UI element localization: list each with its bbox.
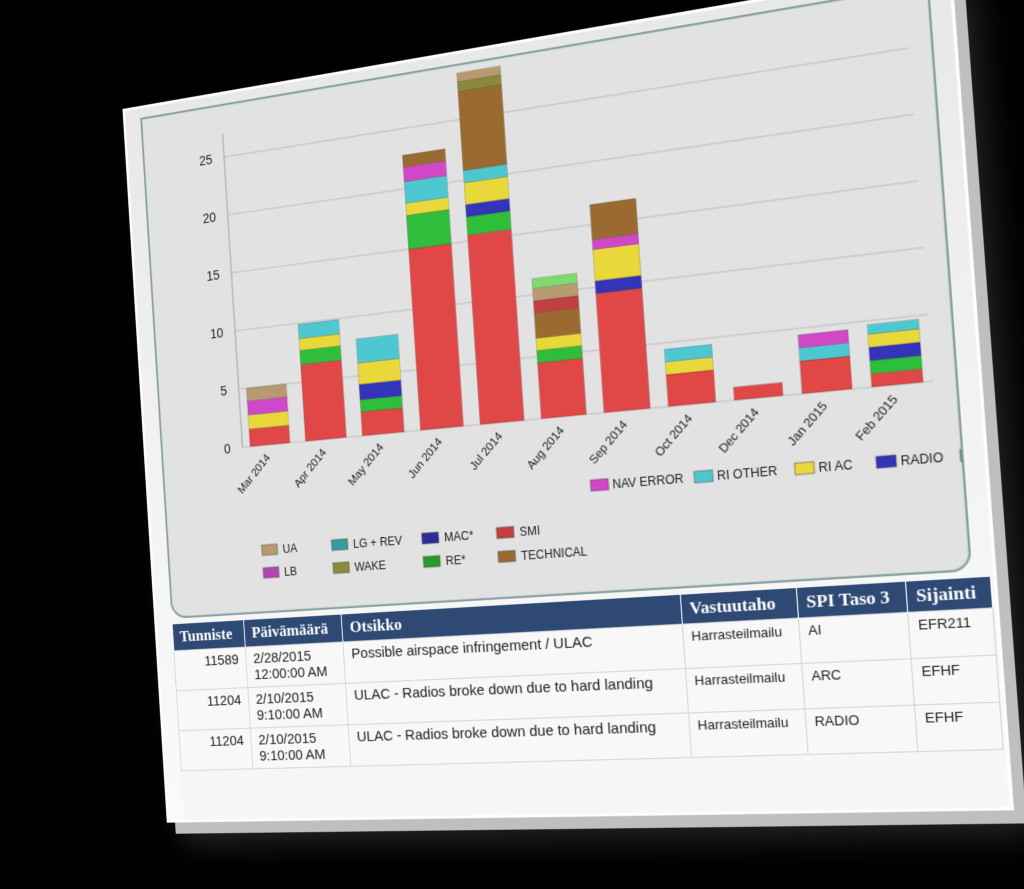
x-tick-label: Aug 2014: [525, 424, 568, 472]
date-value: 2/10/2015: [258, 730, 317, 748]
cell-location: EFR211: [908, 608, 996, 659]
time-value: 9:10:00 AM: [259, 746, 326, 764]
y-tick-label: 5: [220, 384, 228, 399]
bar-segment: [458, 84, 507, 170]
x-tick-label: Jul 2014: [468, 429, 506, 472]
chart-card: 0 5 10 15 20 25 Mar 2014 Apr 2014 May 2014 Jun 20…: [140, 0, 972, 619]
bar-segment: [361, 408, 404, 436]
y-tick-label: 15: [206, 268, 220, 284]
legend-label: MAC*: [444, 529, 475, 544]
cell-id: 11204: [176, 688, 250, 731]
legend-swatch: [876, 455, 897, 468]
bar-segment: [800, 356, 852, 394]
y-axis-line: [223, 134, 243, 447]
bar-segment: [301, 360, 347, 441]
y-tick-label: 20: [202, 210, 216, 226]
cell-location: EFHF: [911, 655, 1000, 705]
legend-label: NAV ERROR: [612, 472, 684, 491]
x-tick-label: May 2014: [346, 441, 386, 489]
bar-segment: [596, 288, 650, 413]
bar-segment: [356, 334, 399, 363]
legend-label: UA: [282, 542, 297, 556]
x-tick-label: Oct 2014: [653, 412, 696, 460]
legend-label: RI AC: [818, 458, 854, 475]
x-tick-label: Jun 2014: [406, 435, 445, 481]
y-tick-label: 0: [224, 442, 232, 457]
col-header-tunniste[interactable]: Tunniste: [172, 620, 245, 651]
cell-date: 2/10/2015 9:10:00 AM: [248, 683, 349, 728]
bar-segment: [538, 358, 587, 419]
bar-segment: [590, 198, 638, 239]
legend-swatch: [422, 532, 439, 544]
legend-label: WAKE: [354, 559, 386, 574]
stacked-bar-chart: 0 5 10 15 20 25 Mar 2014 Apr 2014 May 2014 Jun 20…: [142, 0, 970, 617]
legend-swatch: [694, 470, 713, 483]
time-value: 9:10:00 AM: [256, 705, 323, 724]
bar-segment: [406, 209, 451, 249]
gridline: [231, 181, 918, 273]
cell-date: 2/28/2015 12:00:00 AM: [245, 642, 346, 688]
legend-swatch: [960, 448, 970, 462]
legend-label: TECHNICAL: [521, 545, 588, 563]
cell-location: EFHF: [914, 702, 1003, 751]
bar-segment: [409, 243, 464, 430]
x-tick-label: Jan 2015: [785, 399, 831, 449]
bar-segment: [666, 370, 716, 407]
cell-spi: AI: [798, 612, 911, 663]
legend-swatch: [423, 556, 440, 568]
legend-label: LG + REV: [353, 535, 403, 551]
cell-spi: ARC: [801, 659, 914, 709]
x-tick-label: Mar 2014: [236, 451, 273, 496]
legend-swatch: [496, 526, 514, 538]
legend-label: RI OTHER: [717, 465, 778, 484]
cell-id: 11204: [179, 728, 253, 771]
cell-id: 11589: [174, 647, 248, 691]
x-tick-label: Apr 2014: [292, 446, 329, 490]
gridline: [224, 48, 909, 157]
dashboard-panel: 0 5 10 15 20 25 Mar 2014 Apr 2014 May 2014 Jun 20…: [122, 0, 1014, 823]
cell-org: Harrasteilmailu: [688, 709, 808, 758]
legend-swatch: [262, 544, 278, 556]
bar-segment: [468, 229, 525, 424]
legend-swatch: [263, 567, 279, 578]
x-tick-label: Sep 2014: [587, 418, 631, 467]
col-header-sijainti[interactable]: Sijainti: [906, 577, 993, 613]
legend-swatch: [333, 562, 350, 574]
legend-label: RADIO: [900, 451, 944, 469]
bar-segment: [593, 244, 641, 281]
bar-segment: [734, 383, 784, 401]
y-tick-label: 10: [210, 326, 224, 342]
legend-label: LB: [284, 565, 298, 578]
cell-org: Harrasteilmailu: [682, 618, 801, 668]
legend-label: SMI: [519, 524, 540, 539]
incident-table-container: Tunniste Päivämäärä Otsikko Vastuutaho S…: [172, 577, 1008, 820]
legend-swatch: [331, 539, 348, 551]
gridline: [228, 114, 914, 215]
legend-swatch: [590, 479, 609, 492]
legend-swatch: [794, 462, 814, 475]
y-tick-label: 25: [199, 152, 213, 168]
cell-date: 2/10/2015 9:10:00 AM: [250, 725, 351, 769]
x-tick-label: Dec 2014: [716, 405, 762, 455]
cell-org: Harrasteilmailu: [685, 663, 805, 713]
legend-swatch: [498, 550, 516, 562]
cell-spi: RADIO: [805, 705, 918, 754]
x-tick-label: Feb 2015: [853, 392, 901, 443]
legend-label: RE*: [445, 554, 466, 568]
time-value: 12:00:00 AM: [254, 663, 328, 683]
